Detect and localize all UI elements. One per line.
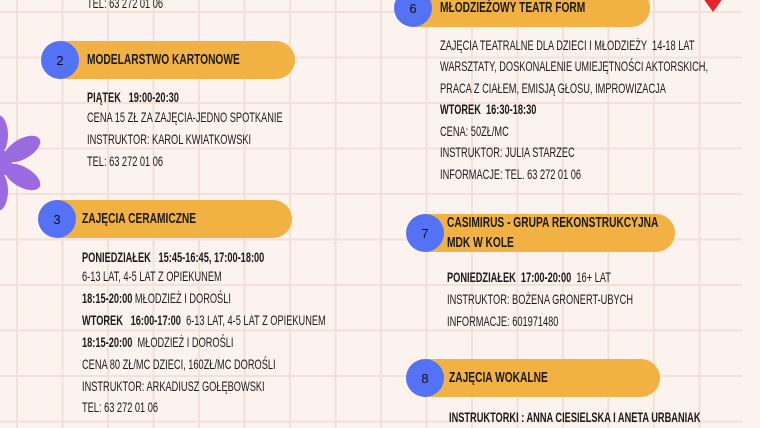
detail-text: PRACA Z CIAŁEM, EMISJĄ GŁOSU, IMPROWIZAC… (440, 80, 666, 96)
section-number-badge: 3 (38, 200, 76, 238)
flower-icon (0, 115, 41, 210)
section-header-bar (60, 41, 295, 79)
section-detail-line: INFORMACJE: 601971480 (447, 313, 558, 329)
section-title: ZAJĘCIA CERAMICZNE (82, 210, 197, 227)
section-detail-line: INFORMACJE: TEL. 63 272 01 06 (440, 166, 581, 182)
detail-text: ZAJĘCIA TEATRALNE DLA DZIECI I MŁODZIEŻY… (440, 37, 695, 53)
detail-bold: 18:15-20:00 (82, 290, 133, 306)
section-detail-line: CENA: 50ZŁ/MC (440, 123, 509, 139)
section-detail-line: INSTRUKTOR: JULIA STARZEC (440, 144, 575, 160)
section-detail-line: PONIEDZIAŁEK 17:00-20:00 16+ LAT (447, 269, 611, 285)
section-number-badge: 8 (406, 359, 444, 397)
detail-bold: PONIEDZIAŁEK 17:00-20:00 (447, 269, 572, 285)
detail-bold: 18:15-20:00 (82, 334, 133, 350)
section-detail-line: CENA 80 ZŁ/MC DZIECI, 160ZŁ/MC DOROŚLI (82, 356, 276, 372)
detail-text: 6-13 LAT, 4-5 LAT Z OPIEKUNEM (82, 268, 222, 284)
detail-text: INSTRUKTOR: JULIA STARZEC (440, 144, 575, 160)
section-detail-line: INSTRUKTOR: BOŻENA GRONERT-UBYCH (447, 291, 633, 307)
detail-text: CENA 15 ZŁ ZA ZAJĘCIA-JEDNO SPOTKANIE (87, 109, 283, 125)
detail-text: MŁODZIEŻ I DOROŚLI (132, 334, 234, 350)
detail-text: INSTRUKTOR: BOŻENA GRONERT-UBYCH (447, 291, 634, 307)
section-detail-line: WARSZTATY, DOSKONALENIE UMIEJĘTNOŚCI AKT… (440, 58, 708, 74)
section-detail-line: INSTRUKTORKI : ANNA CIESIELSKA I ANETA U… (449, 409, 701, 425)
section-header-bar (425, 359, 660, 397)
section-detail-line: INSTRUKTOR: ARKADIUSZ GOŁĘBOWSKI (82, 378, 265, 394)
detail-bold: INSTRUKTORKI : ANNA CIESIELSKA I ANETA U… (449, 409, 701, 425)
section-header-bar (413, 0, 650, 27)
detail-text: TEL: 63 272 01 06 (87, 153, 164, 169)
detail-text: WARSZTATY, DOSKONALENIE UMIEJĘTNOŚCI AKT… (440, 58, 709, 74)
section-number-badge: 2 (41, 41, 79, 79)
detail-text: TEL: 63 272 01 06 (82, 399, 159, 415)
section-detail-line: CENA 15 ZŁ ZA ZAJĘCIA-JEDNO SPOTKANIE (87, 109, 283, 125)
detail-bold: WTOREK 16:30-18:30 (440, 101, 537, 117)
detail-text: 16+ LAT (571, 269, 611, 285)
detail-bold: PIĄTEK 19:00-20:30 (87, 89, 179, 105)
detail-text: INFORMACJE: 601971480 (447, 313, 559, 329)
section-title-line2: MDK W KOLE (447, 234, 514, 251)
top-tel-line: TEL: 63 272 01 06 (87, 0, 164, 11)
section-title: MŁODZIEŻOWY TEATR FORM (440, 0, 586, 16)
section-detail-line: PIĄTEK 19:00-20:30 (87, 89, 179, 105)
section-header-bar (57, 200, 292, 238)
section-title: CASIMIRUS - GRUPA REKONSTRUKCYJNA (447, 214, 659, 231)
detail-text: INSTRUKTOR: ARKADIUSZ GOŁĘBOWSKI (82, 378, 265, 394)
section-detail-line: WTOREK 16:30-18:30 (440, 101, 536, 117)
section-title: MODELARSTWO KARTONOWE (87, 51, 240, 68)
section-detail-line: TEL: 63 272 01 06 (87, 153, 163, 169)
section-detail-line: TEL: 63 272 01 06 (82, 399, 158, 415)
section-detail-line: WTOREK 16:00-17:00 6-13 LAT, 4-5 LAT Z O… (82, 312, 326, 328)
section-header-bar (425, 214, 675, 252)
section-detail-line: 6-13 LAT, 4-5 LAT Z OPIEKUNEM (82, 268, 222, 284)
heart-icon (704, 0, 722, 12)
section-title: ZAJĘCIA WOKALNE (449, 369, 548, 386)
detail-text: INFORMACJE: TEL. 63 272 01 06 (440, 166, 582, 182)
section-detail-line: INSTRUKTOR: KAROL KWIATKOWSKI (87, 131, 251, 147)
section-detail-line: 18:15-20:00 MŁODZIEŻ I DOROŚLI (82, 334, 233, 350)
detail-text: 6-13 LAT, 4-5 LAT Z OPIEKUNEM (180, 312, 326, 328)
detail-text: CENA 80 ZŁ/MC DZIECI, 160ZŁ/MC DOROŚLI (82, 356, 276, 372)
section-detail-line: ZAJĘCIA TEATRALNE DLA DZIECI I MŁODZIEŻY… (440, 37, 695, 53)
section-detail-line: PONIEDZIAŁEK 15:45-16:45, 17:00-18:00 (82, 249, 264, 265)
detail-bold: PONIEDZIAŁEK 15:45-16:45, 17:00-18:00 (82, 249, 265, 265)
detail-text: CENA: 50ZŁ/MC (440, 123, 509, 139)
detail-text: INSTRUKTOR: KAROL KWIATKOWSKI (87, 131, 252, 147)
detail-text: MŁODZIEŻ I DOROŚLI (132, 290, 231, 306)
detail-bold: WTOREK 16:00-17:00 (82, 312, 181, 328)
section-detail-line: 18:15-20:00 MŁODZIEŻ I DOROŚLI (82, 290, 231, 306)
section-detail-line: PRACA Z CIAŁEM, EMISJĄ GŁOSU, IMPROWIZAC… (440, 80, 666, 96)
section-number-badge: 7 (406, 214, 444, 252)
